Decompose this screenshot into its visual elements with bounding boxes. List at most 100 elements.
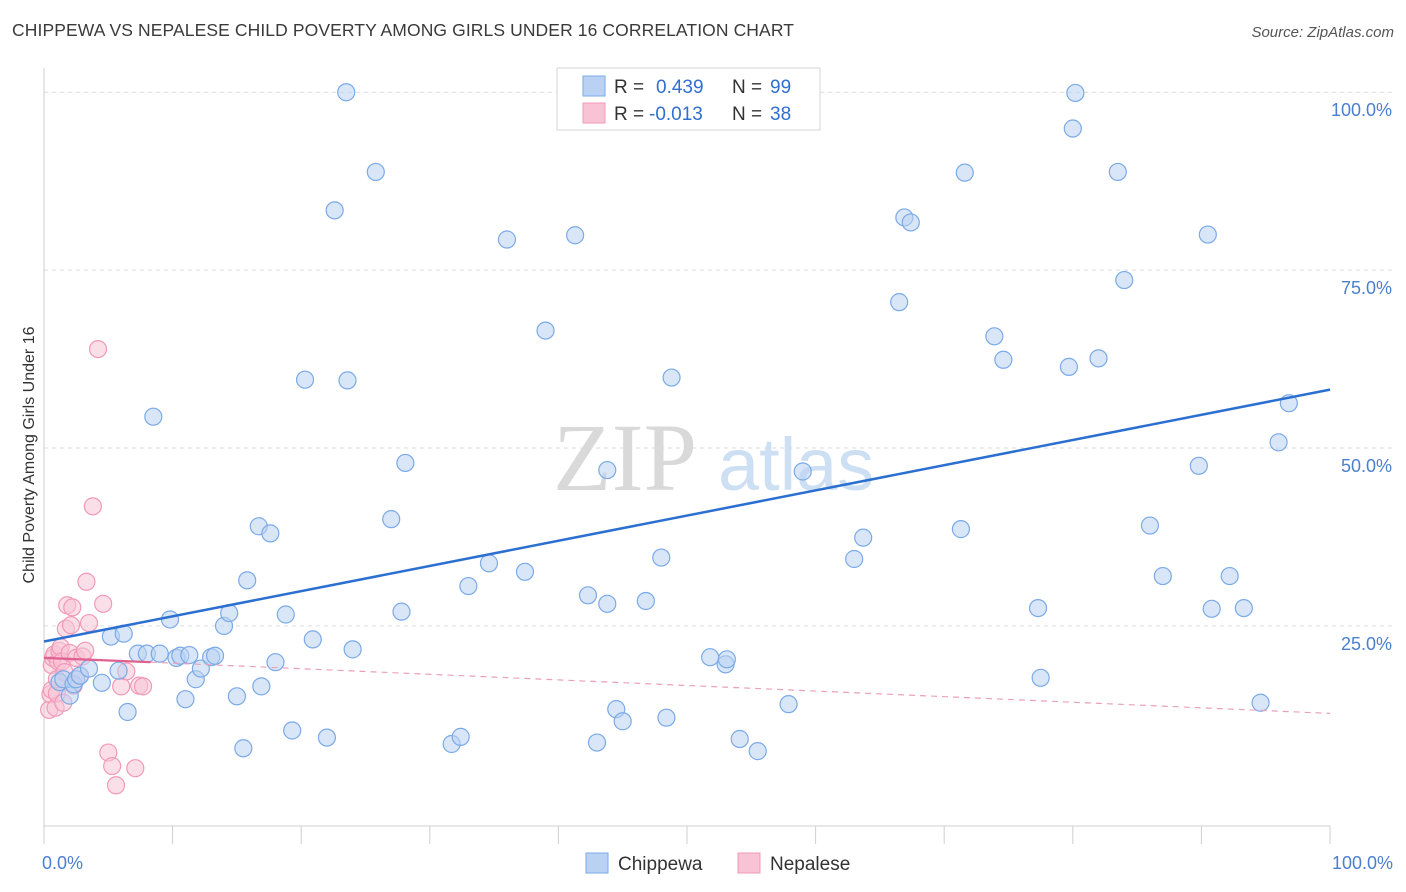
- nepalese-point-18: [61, 616, 81, 635]
- chippewa-point-94: [1220, 566, 1239, 586]
- chippewa-point-77: [951, 520, 971, 539]
- chippewa-point-84: [1063, 119, 1082, 138]
- legend-swatch-nepalese: [737, 852, 761, 874]
- chippewa-point-73: [854, 528, 873, 547]
- x-tick-label-1: 100.0%: [1332, 853, 1393, 873]
- chippewa-trend-line: [43, 388, 1331, 643]
- nepalese-point-19: [63, 598, 82, 617]
- chippewa-point-79: [985, 327, 1004, 346]
- chippewa-point-51: [497, 230, 517, 249]
- stats-swatch-nepalese: [582, 102, 606, 124]
- series-nepalese: [40, 339, 153, 795]
- chippewa-point-61: [636, 591, 655, 611]
- chippewa-point-97: [1269, 433, 1288, 452]
- stats-n-label-nepalese: N =: [732, 104, 762, 125]
- stats-swatch-chippewa: [582, 75, 606, 97]
- stats-r-nepalese: -0.013: [649, 104, 703, 125]
- chippewa-point-50: [479, 554, 499, 573]
- chippewa-point-31: [252, 677, 271, 696]
- chippewa-point-92: [1198, 225, 1217, 244]
- stats-r-label-chippewa: R =: [614, 77, 644, 98]
- chippewa-point-45: [392, 602, 411, 621]
- nepalese-point-25: [77, 572, 96, 591]
- chippewa-point-93: [1202, 599, 1221, 618]
- y-axis-label: Child Poverty Among Girls Under 16: [21, 326, 38, 583]
- chippewa-point-14: [144, 407, 163, 426]
- nepalese-point-28: [88, 339, 108, 359]
- chippewa-point-86: [1089, 349, 1108, 368]
- chippewa-point-63: [657, 708, 676, 727]
- chart-title: CHIPPEWA VS NEPALESE CHILD POVERTY AMONG…: [12, 20, 795, 40]
- chippewa-point-32: [261, 524, 280, 543]
- chippewa-point-34: [276, 605, 295, 624]
- chippewa-point-68: [730, 729, 749, 749]
- y-tick-label-1: 50.0%: [1341, 456, 1392, 476]
- stats-legend: R = 0.439 N = 99 R = -0.013 N = 38: [556, 67, 821, 131]
- chippewa-point-74: [890, 293, 909, 312]
- watermark-atlas: atlas: [718, 423, 874, 506]
- axes: [43, 68, 1331, 844]
- chippewa-point-37: [303, 630, 322, 649]
- chippewa-point-52: [515, 562, 535, 581]
- chippewa-point-80: [994, 350, 1013, 369]
- chippewa-point-24: [205, 646, 225, 665]
- chippewa-point-55: [578, 586, 598, 605]
- stats-r-chippewa: 0.439: [656, 77, 704, 98]
- chippewa-point-87: [1108, 162, 1127, 182]
- chippewa-point-33: [266, 653, 285, 672]
- stats-n-label-chippewa: N =: [732, 77, 762, 98]
- chippewa-point-38: [317, 728, 337, 747]
- chippewa-point-67: [717, 650, 736, 669]
- grid-lines: [44, 91, 1392, 627]
- chippewa-point-41: [338, 371, 357, 390]
- nepalese-point-24: [76, 641, 95, 660]
- nepalese-trend-extension: [150, 661, 1331, 715]
- chippewa-point-89: [1140, 516, 1160, 535]
- nepalese-point-32: [106, 776, 126, 795]
- chippewa-point-16: [160, 610, 180, 629]
- chippewa-point-43: [366, 162, 385, 182]
- chippewa-point-27: [227, 687, 246, 706]
- chippewa-point-42: [343, 640, 362, 659]
- legend-label-nepalese: Nepalese: [770, 854, 850, 875]
- trend-lines: [43, 388, 1331, 715]
- legend-label-chippewa: Chippewa: [618, 854, 703, 875]
- chippewa-point-57: [598, 460, 617, 480]
- chippewa-point-65: [701, 648, 720, 667]
- chippewa-point-58: [598, 594, 617, 613]
- series-chippewa: [50, 83, 1298, 761]
- nepalese-point-37: [133, 677, 153, 696]
- y-tick-label-3: 100.0%: [1331, 100, 1392, 120]
- chippewa-point-78: [955, 163, 974, 182]
- chippewa-point-90: [1153, 566, 1172, 586]
- nepalese-point-35: [126, 759, 145, 778]
- chippewa-point-69: [748, 742, 767, 761]
- chippewa-point-95: [1234, 598, 1253, 618]
- y-tick-label-0: 25.0%: [1341, 634, 1392, 654]
- chippewa-point-20: [180, 645, 199, 665]
- chippewa-point-85: [1066, 83, 1085, 103]
- chippewa-point-35: [283, 721, 302, 740]
- chippewa-point-56: [587, 733, 607, 752]
- watermark: ZIP atlas: [553, 404, 874, 511]
- source-label: Source: ZipAtlas.com: [1251, 24, 1394, 41]
- stats-n-nepalese: 38: [770, 104, 791, 125]
- chippewa-point-96: [1251, 693, 1270, 712]
- chippewa-point-19: [176, 690, 195, 709]
- nepalese-point-29: [94, 594, 113, 613]
- chippewa-point-48: [451, 727, 470, 746]
- chippewa-point-76: [901, 213, 920, 232]
- chippewa-point-54: [566, 226, 585, 245]
- chippewa-point-60: [613, 712, 632, 731]
- legend-swatch-chippewa: [585, 852, 609, 874]
- chippewa-point-29: [238, 571, 257, 590]
- chippewa-point-53: [536, 321, 555, 340]
- chippewa-point-83: [1059, 357, 1079, 376]
- chippewa-point-81: [1028, 598, 1048, 618]
- chippewa-point-11: [118, 702, 137, 722]
- stats-r-label-nepalese: R =: [614, 104, 644, 125]
- chippewa-point-71: [793, 462, 812, 481]
- watermark-zip: ZIP: [553, 404, 697, 511]
- series-legend: Chippewa Nepalese: [585, 852, 850, 875]
